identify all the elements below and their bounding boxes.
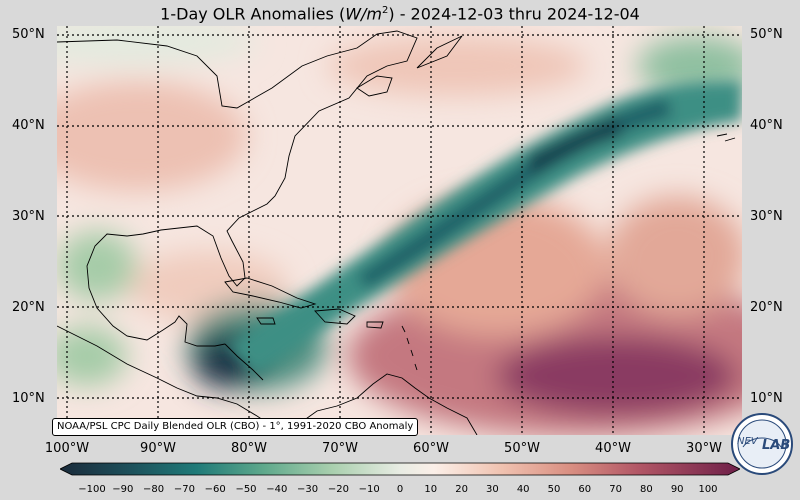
logo-seal: NEV LAB <box>731 413 793 475</box>
title-prefix: 1-Day OLR Anomalies ( <box>160 4 346 24</box>
lat-label-20-left: 20°N <box>12 300 45 315</box>
colorbar-tick-label: 70 <box>609 484 622 495</box>
colorbar <box>60 462 740 476</box>
lon-label-100w: 100°W <box>44 441 90 456</box>
lat-label-20-right: 20°N <box>750 300 783 315</box>
colorbar-tick-label: −40 <box>266 484 288 495</box>
title-suffix: ) - 2024-12-03 thru 2024-12-04 <box>388 4 640 24</box>
graticule <box>57 26 742 435</box>
data-source-credit: NOAA/PSL CPC Daily Blended OLR (CBO) - 1… <box>52 418 419 436</box>
lat-label-10-right: 10°N <box>750 391 783 406</box>
colorbar-tick-label: 100 <box>698 484 718 495</box>
colorbar-tick-label: −20 <box>327 484 349 495</box>
colorbar-tick-label: −30 <box>297 484 319 495</box>
colorbar-tick-label: −70 <box>173 484 195 495</box>
colorbar-tick-label: −80 <box>143 484 165 495</box>
lat-label-30-left: 30°N <box>12 209 45 224</box>
colorbar-tick-label: 10 <box>424 484 438 495</box>
lat-label-40-right: 40°N <box>750 118 783 133</box>
lat-label-40-left: 40°N <box>12 118 45 133</box>
lon-label-80w: 80°W <box>231 441 267 456</box>
lat-label-50-left: 50°N <box>12 27 45 42</box>
nevlab-logo: NEV LAB <box>731 413 793 475</box>
colorbar-tick-label: 60 <box>578 484 592 495</box>
colorbar-tick-label: 90 <box>670 484 684 495</box>
map-title: 1-Day OLR Anomalies (W/m2) - 2024-12-03 … <box>0 0 800 25</box>
lon-label-60w: 60°W <box>413 441 449 456</box>
anomaly-map <box>0 16 800 436</box>
title-unit: W/m <box>345 4 382 24</box>
colorbar-tick-label: −60 <box>204 484 226 495</box>
lon-label-50w: 50°W <box>504 441 540 456</box>
colorbar-tick-label: 0 <box>396 484 404 495</box>
colorbar-tick-label: 20 <box>455 484 468 495</box>
colorbar-tick-label: −50 <box>235 484 257 495</box>
lon-label-30w: 30°W <box>686 441 722 456</box>
lon-label-90w: 90°W <box>140 441 176 456</box>
lat-label-30-right: 30°N <box>750 209 783 224</box>
colorbar-tick-label: 40 <box>516 484 530 495</box>
colorbar-tick-label: −100 <box>78 484 106 495</box>
logo-text-right: LAB <box>762 438 790 453</box>
title-unit-exponent: 2 <box>381 5 389 16</box>
coastlines <box>56 30 736 436</box>
colorbar-tick-label: −90 <box>112 484 134 495</box>
lat-label-10-left: 10°N <box>12 391 45 406</box>
colorbar-body <box>60 462 740 476</box>
negative-anomaly-band <box>227 81 742 376</box>
colorbar-tick-label: 30 <box>486 484 499 495</box>
lon-label-40w: 40°W <box>595 441 631 456</box>
map-area[interactable] <box>0 16 800 436</box>
colorbar-tick-label: 80 <box>640 484 653 495</box>
colorbar-tick-label: −10 <box>358 484 380 495</box>
colorbar-tick-label: 50 <box>547 484 561 495</box>
lat-label-50-right: 50°N <box>750 27 783 42</box>
logo-text-left: NEV <box>737 436 759 447</box>
lon-label-70w: 70°W <box>322 441 358 456</box>
